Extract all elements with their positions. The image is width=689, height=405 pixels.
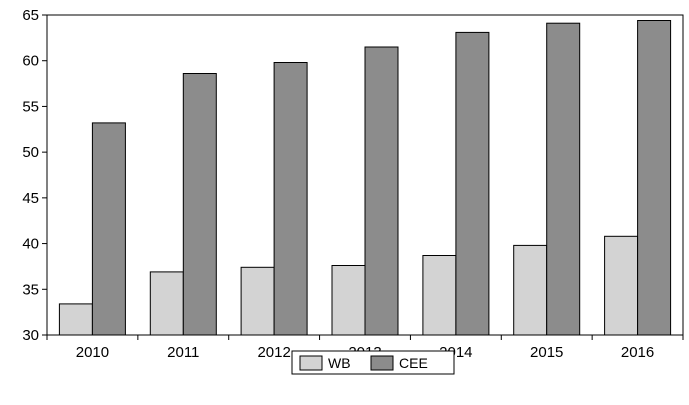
bar-wb-2011 [149, 271, 184, 336]
y-tick-label-40: 40 [22, 236, 39, 253]
bar-wb-2010 [58, 303, 93, 336]
legend-label-cee: CEE [399, 355, 428, 371]
legend-swatch-cee [370, 355, 394, 371]
x-tick-label-2012: 2012 [257, 344, 290, 361]
y-tick-label-65: 65 [22, 7, 39, 24]
bar-cee-2014 [455, 31, 490, 336]
x-tick-label-2016: 2016 [621, 344, 654, 361]
bar-wb-2015 [513, 244, 548, 336]
bar-cee-2012 [273, 62, 308, 336]
x-tick-label-2010: 2010 [76, 344, 109, 361]
bar-cee-2015 [546, 22, 581, 336]
y-tick-label-45: 45 [22, 190, 39, 207]
y-axis: 30 35 40 45 50 55 60 65 [22, 7, 47, 344]
y-tick-label-35: 35 [22, 281, 39, 298]
y-tick-label-60: 60 [22, 53, 39, 70]
y-tick-label-30: 30 [22, 327, 39, 344]
bar-wb-2014 [422, 255, 457, 336]
y-tick-label-50: 50 [22, 144, 39, 161]
bar-cee-2011 [182, 73, 217, 336]
legend-label-wb: WB [328, 355, 351, 371]
bar-wb-2013 [331, 265, 366, 336]
x-tick-label-2011: 2011 [167, 344, 199, 361]
bar-wb-2016 [604, 235, 639, 336]
x-tick-label-2015: 2015 [530, 344, 563, 361]
bar-cee-2013 [364, 46, 399, 336]
bar-wb-2012 [240, 266, 275, 336]
bars-group [58, 20, 672, 336]
legend-swatch-wb [299, 355, 323, 371]
legend: WB CEE [291, 350, 455, 375]
bar-cee-2010 [91, 122, 126, 336]
bar-cee-2016 [637, 20, 672, 336]
y-tick-label-55: 55 [22, 98, 39, 115]
